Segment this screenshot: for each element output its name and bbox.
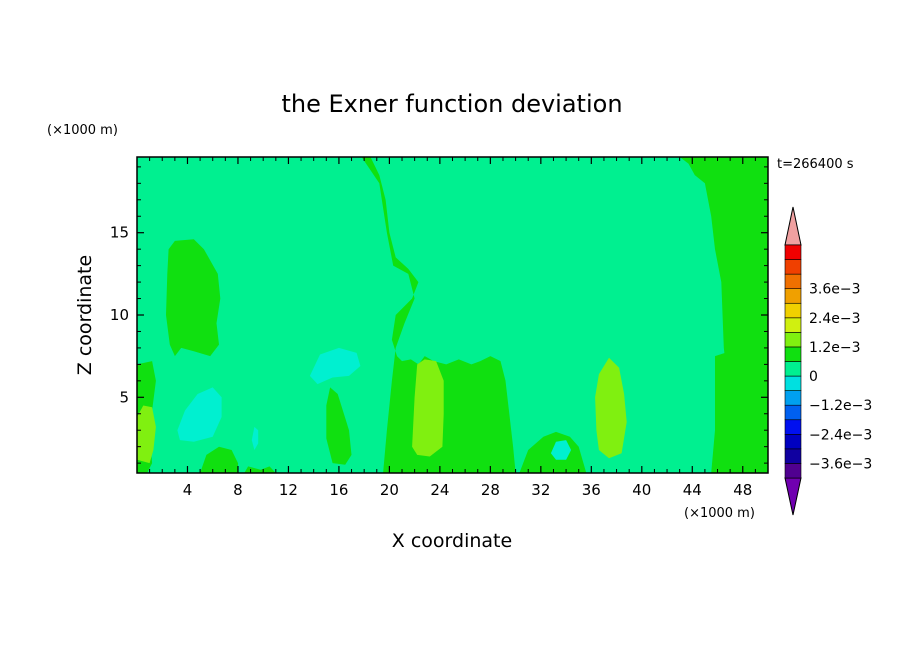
colorbar-segment bbox=[784, 361, 802, 377]
y-unit-label: (×1000 m) bbox=[47, 123, 118, 138]
contour-region-0 bbox=[361, 157, 768, 473]
chart-title: the Exner function deviation bbox=[281, 90, 622, 118]
x-tick-label: 8 bbox=[233, 481, 243, 499]
contour-region-12 bbox=[412, 359, 444, 457]
colorbar-bottom-arrow bbox=[784, 477, 802, 516]
colorbar-top-arrow bbox=[784, 206, 802, 246]
contour-region-8 bbox=[177, 387, 222, 442]
contour-region-9 bbox=[309, 347, 361, 385]
contour-region-14 bbox=[137, 405, 156, 464]
colorbar-segment bbox=[784, 434, 802, 450]
contour-region-4 bbox=[200, 446, 238, 473]
colorbar-segment bbox=[784, 244, 802, 260]
colorbar-label: −2.4e−3 bbox=[809, 427, 872, 443]
x-axis-label: X coordinate bbox=[392, 530, 512, 552]
colorbar-segment bbox=[784, 448, 802, 464]
x-tick-label: 12 bbox=[279, 481, 298, 499]
contour-region-2 bbox=[166, 239, 221, 357]
colorbar-label: 0 bbox=[809, 369, 818, 385]
x-tick-label: 36 bbox=[582, 481, 601, 499]
colorbar-segment bbox=[784, 404, 802, 421]
x-unit-label: (×1000 m) bbox=[684, 506, 755, 521]
colorbar-label: −3.6e−3 bbox=[809, 456, 872, 472]
contour-region-6 bbox=[326, 387, 352, 465]
x-tick-label: 32 bbox=[531, 481, 550, 499]
contour-region-13 bbox=[595, 357, 627, 459]
colorbar-segment bbox=[784, 463, 802, 479]
x-tick-label: 16 bbox=[329, 481, 348, 499]
plot-area bbox=[137, 157, 768, 473]
colorbar-label: −1.2e−3 bbox=[809, 398, 872, 414]
x-tick-label: 40 bbox=[632, 481, 651, 499]
y-tick-label: 15 bbox=[110, 224, 129, 242]
colorbar-label: 3.6e−3 bbox=[809, 282, 861, 298]
x-tick-label: 44 bbox=[683, 481, 702, 499]
x-tick-label: 28 bbox=[481, 481, 500, 499]
colorbar-segment bbox=[784, 288, 802, 304]
y-axis-label: Z coordinate bbox=[74, 255, 96, 375]
x-tick-label: 24 bbox=[430, 481, 449, 499]
x-tick-label: 48 bbox=[733, 481, 752, 499]
colorbar-segment bbox=[784, 419, 802, 435]
contour-region-11 bbox=[550, 440, 572, 460]
colorbar-segment bbox=[784, 375, 802, 391]
colorbar-segment bbox=[784, 273, 802, 289]
y-tick-label: 5 bbox=[119, 388, 129, 406]
colorbar-segment bbox=[784, 302, 802, 319]
colorbar-segment bbox=[784, 332, 802, 348]
colorbar-segment bbox=[784, 346, 802, 362]
colorbar-segment bbox=[784, 390, 802, 406]
colorbar-segment bbox=[784, 317, 802, 333]
contour-region-5 bbox=[244, 466, 276, 473]
time-label: t=266400 s bbox=[777, 157, 854, 172]
contour-region-1 bbox=[361, 157, 516, 473]
contour-region-10 bbox=[251, 426, 259, 450]
colorbar: −3.6e−3 −2.4e−3 −1.2e−3 0 1.2e−3 2.4e−3 3.6e−3 bbox=[784, 206, 872, 516]
x-tick-label: 20 bbox=[380, 481, 399, 499]
colorbar-label: 1.2e−3 bbox=[809, 340, 861, 356]
colorbar-label: 2.4e−3 bbox=[809, 311, 861, 327]
x-tick-label: 4 bbox=[183, 481, 193, 499]
y-tick-label: 10 bbox=[110, 306, 129, 324]
colorbar-segment bbox=[784, 259, 802, 275]
